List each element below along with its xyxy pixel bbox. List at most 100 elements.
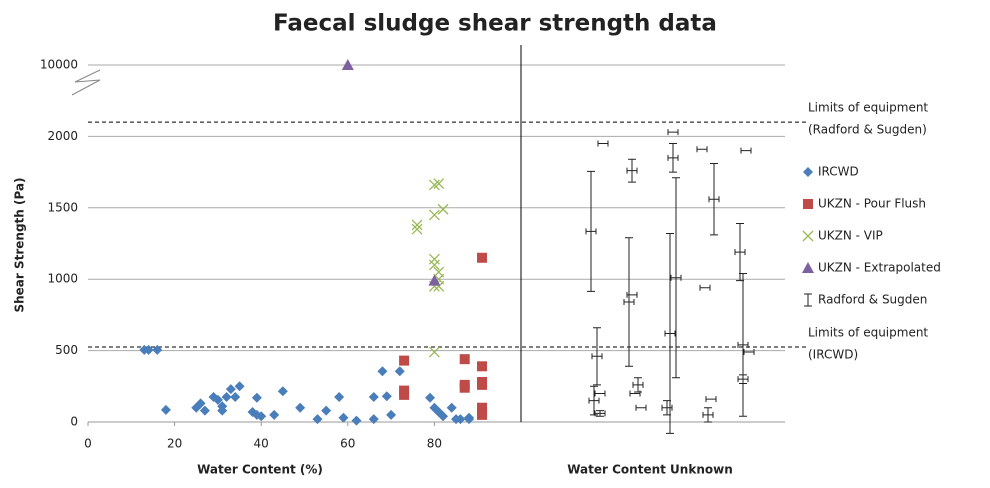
error-bar bbox=[667, 129, 679, 136]
x-axis-label: Water Content (%) bbox=[197, 463, 323, 477]
point bbox=[411, 223, 423, 235]
point bbox=[251, 392, 262, 403]
point bbox=[464, 412, 475, 423]
point bbox=[428, 259, 440, 271]
point bbox=[312, 414, 323, 425]
point bbox=[459, 382, 470, 393]
point bbox=[160, 404, 171, 415]
y-axis-label: Shear Strength (Pa) bbox=[13, 177, 27, 312]
point bbox=[477, 252, 488, 263]
annotation: (IRCWD) bbox=[808, 348, 858, 362]
legend-marker bbox=[804, 293, 812, 307]
error-bar bbox=[626, 158, 638, 183]
error-bar bbox=[667, 143, 679, 173]
point bbox=[438, 411, 449, 422]
error-bar bbox=[585, 170, 597, 292]
error-bar bbox=[664, 233, 676, 434]
axis-break bbox=[71, 69, 101, 96]
error-bar bbox=[623, 237, 635, 367]
point bbox=[433, 178, 445, 189]
x-tick-label: 0 bbox=[84, 437, 92, 451]
point bbox=[394, 366, 405, 377]
legend-marker bbox=[802, 262, 814, 273]
error-bar bbox=[670, 177, 682, 379]
point bbox=[277, 386, 288, 397]
point bbox=[217, 401, 228, 412]
point bbox=[338, 412, 349, 423]
point bbox=[247, 407, 258, 418]
point bbox=[477, 409, 488, 420]
x-tick-label: 60 bbox=[340, 437, 355, 451]
y-tick-label: 2000 bbox=[47, 129, 78, 143]
legend-label: IRCWD bbox=[818, 165, 859, 179]
point bbox=[221, 392, 232, 403]
legend-label: UKZN - Pour Flush bbox=[818, 197, 926, 211]
point bbox=[230, 392, 241, 403]
point bbox=[256, 411, 267, 422]
point bbox=[195, 398, 206, 409]
x-tick-label: 80 bbox=[427, 437, 442, 451]
legend-marker bbox=[803, 199, 813, 209]
y-tick-label: 0 bbox=[70, 415, 78, 429]
point bbox=[368, 392, 379, 403]
x-axis-label-unknown: Water Content Unknown bbox=[567, 463, 733, 477]
error-bar bbox=[661, 400, 673, 416]
legend-label: Radford & Sugden bbox=[818, 293, 927, 307]
error-bar bbox=[588, 385, 600, 416]
point bbox=[368, 414, 379, 425]
error-bar bbox=[708, 163, 720, 236]
error-bar bbox=[626, 291, 638, 298]
y-tick-label: 10000 bbox=[40, 58, 78, 72]
y-tick-label: 500 bbox=[55, 343, 78, 357]
point bbox=[446, 402, 457, 413]
error-bar bbox=[743, 349, 755, 356]
error-bar bbox=[737, 374, 749, 384]
error-bar bbox=[734, 223, 746, 282]
error-bar bbox=[696, 146, 708, 153]
point bbox=[428, 209, 440, 221]
point bbox=[477, 379, 488, 390]
legend-label: UKZN - VIP bbox=[818, 229, 883, 243]
error-bar bbox=[702, 407, 714, 423]
annotation: Limits of equipment bbox=[808, 101, 928, 115]
point bbox=[341, 59, 354, 70]
point bbox=[225, 384, 236, 395]
point bbox=[234, 381, 245, 392]
point bbox=[411, 219, 423, 231]
point bbox=[428, 253, 440, 265]
error-bar bbox=[705, 396, 717, 403]
point bbox=[459, 354, 470, 365]
error-bar bbox=[737, 272, 749, 417]
point bbox=[381, 391, 392, 402]
x-tick-label: 20 bbox=[167, 437, 182, 451]
error-bar bbox=[632, 377, 644, 393]
error-bar bbox=[740, 147, 752, 154]
point bbox=[152, 344, 163, 355]
error-bar bbox=[594, 410, 606, 417]
y-tick-label: 1500 bbox=[47, 200, 78, 214]
error-bar bbox=[594, 390, 606, 397]
annotation: (Radford & Sugden) bbox=[808, 123, 927, 137]
point bbox=[295, 402, 306, 413]
error-bar bbox=[699, 284, 711, 291]
point bbox=[386, 409, 397, 420]
point bbox=[428, 346, 440, 358]
annotation: Limits of equipment bbox=[808, 326, 928, 340]
x-tick-label: 40 bbox=[254, 437, 269, 451]
point bbox=[425, 392, 436, 403]
error-bar bbox=[629, 390, 641, 397]
point bbox=[269, 409, 280, 420]
point bbox=[377, 366, 388, 377]
error-bar bbox=[591, 327, 603, 386]
point bbox=[212, 394, 223, 405]
point bbox=[143, 344, 154, 355]
error-bar bbox=[635, 404, 647, 411]
point bbox=[399, 355, 410, 366]
legend-marker bbox=[802, 230, 814, 242]
point bbox=[477, 361, 488, 372]
chart-title: Faecal sludge shear strength data bbox=[273, 11, 717, 37]
point bbox=[334, 392, 345, 403]
y-tick-label: 1000 bbox=[47, 272, 78, 286]
legend-marker bbox=[803, 167, 813, 177]
